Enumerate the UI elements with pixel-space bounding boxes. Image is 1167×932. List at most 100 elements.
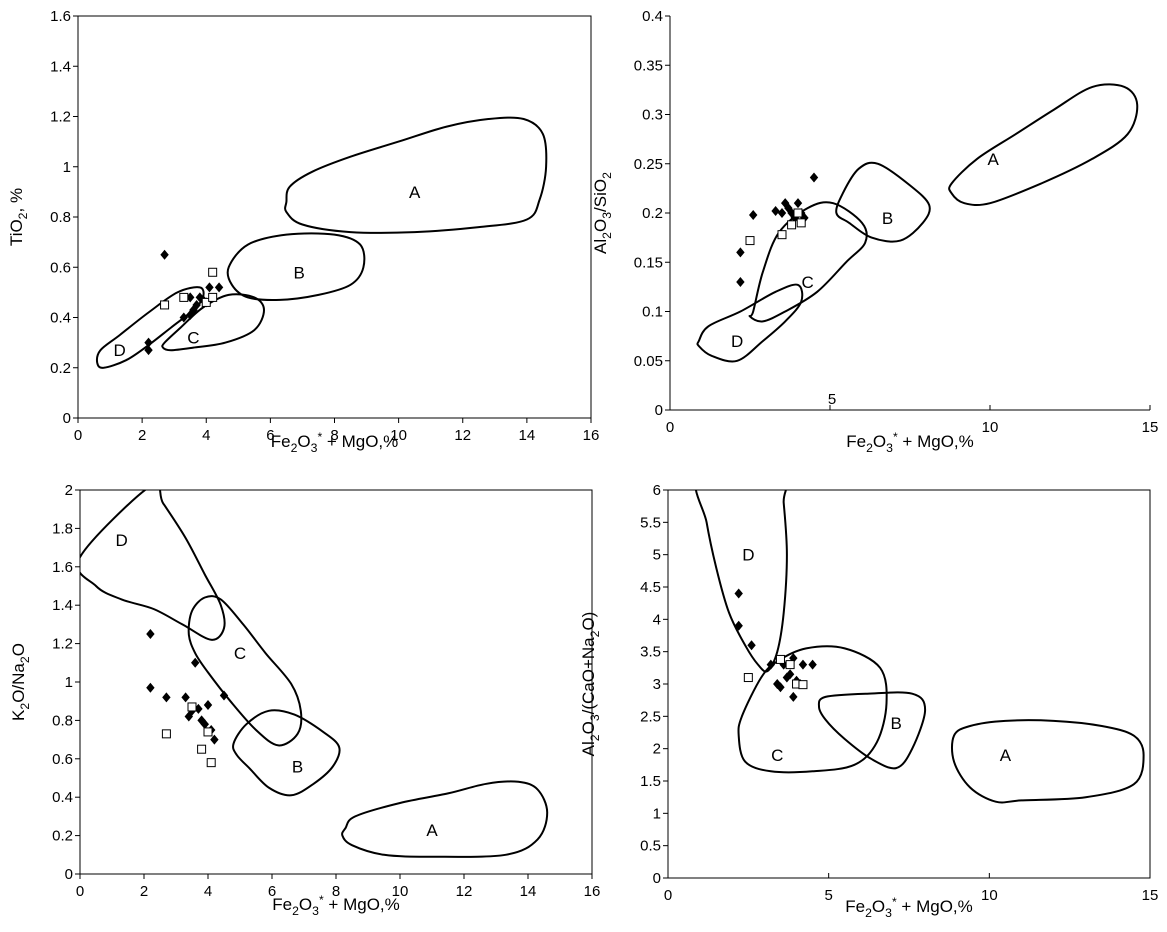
y-tick-label: 0.5 [640,838,661,855]
data-point-diamond [766,659,776,670]
data-point-square [208,292,218,302]
y-tick-label: 1.6 [52,559,73,576]
y-tick-label: 1.2 [50,109,71,126]
y-tick-label: 3 [653,676,661,693]
y-tick-label: 0.25 [634,156,663,173]
x-tick-label: 10 [392,883,409,900]
x-tick-label: 4 [204,883,212,900]
field-outline-c [187,595,303,747]
x-tick-label: 14 [519,427,536,444]
data-point-diamond [734,588,743,599]
x-tick-label: 0 [664,887,672,904]
data-point-diamond [160,249,169,260]
x-tick-label: 0 [76,883,84,900]
field-label-a: A [988,150,1000,169]
y-tick-label: 3.5 [640,644,661,661]
y-tick-label: 1 [63,159,71,176]
data-point-diamond [191,657,200,668]
data-point-diamond [787,208,796,218]
data-point-square [793,208,803,218]
x-tick-label: 16 [583,427,600,444]
field-label-b: B [882,209,893,228]
field-label-d: D [742,546,754,565]
y-axis-title: Al2O3/(CaO+Na2O) [579,612,602,757]
field-label-c: C [771,746,783,765]
field-label-c: C [234,644,246,663]
y-tick-label: 0.3 [642,107,663,124]
field-outline-a [284,116,548,234]
x-tick-label: 4 [202,427,210,444]
y-tick-label: 2 [653,741,661,758]
x-tick-label: 5 [828,391,836,408]
y-tick-label: 0.4 [52,789,73,806]
y-tick-label: 0.6 [52,751,73,768]
y-tick-label: 1 [653,805,661,822]
y-tick-label: 4 [653,611,661,628]
y-tick-label: 1 [65,674,73,691]
data-point-diamond [747,640,756,651]
y-tick-label: 5.5 [640,514,661,531]
y-tick-label: 0.35 [634,57,663,74]
field-label-c: C [187,329,199,348]
y-tick-label: 6 [653,482,661,499]
data-point-diamond [781,198,790,209]
plot-frame [79,489,593,875]
y-axis-title: K2O/Na2O [9,643,32,721]
data-point-diamond [210,734,219,745]
y-tick-label: 1.6 [50,8,71,25]
x-tick-label: 16 [584,883,601,900]
y-tick-label: 0.05 [634,353,663,370]
data-point-diamond [219,690,229,701]
data-point-diamond [798,659,808,670]
y-tick-label: 0 [65,866,73,883]
y-tick-label: 0.8 [52,712,73,729]
x-tick-label: 10 [981,887,998,904]
data-point-square [203,727,213,737]
y-tick-label: 0.4 [642,8,663,25]
field-label-a: A [409,183,421,202]
field-label-c: C [801,273,813,292]
y-axis-title: TiO2, % [7,188,30,246]
data-point-square [187,702,197,712]
data-point-diamond [771,206,780,217]
field-outline-d [696,283,804,363]
x-tick-label: 14 [520,883,537,900]
field-label-d: D [114,341,126,360]
data-point-diamond [179,312,189,323]
data-point-square [798,680,808,690]
y-tick-label: 1.8 [52,520,73,537]
y-tick-label: 0.2 [50,360,71,377]
x-tick-label: 10 [390,427,407,444]
y-tick-label: 1.4 [50,58,71,75]
data-point-diamond [790,212,799,223]
data-point-diamond [181,692,190,703]
y-tick-label: 0.2 [52,828,73,845]
data-point-diamond [146,682,155,693]
y-tick-label: 1.5 [640,773,661,790]
x-tick-label: 10 [982,419,999,436]
data-point-square [777,230,787,240]
x-axis-title: Fe2O3* + MgO,% [846,430,974,455]
field-label-b: B [294,263,305,282]
data-point-diamond [749,209,758,220]
x-tick-label: 12 [454,427,471,444]
x-tick-label: 8 [330,427,338,444]
field-outline-b [226,232,366,302]
data-point-diamond [734,620,743,631]
field-outline-b [835,161,931,243]
y-tick-label: 0.15 [634,254,663,271]
field-label-a: A [426,821,438,840]
data-point-diamond [736,276,745,287]
field-regions [696,83,1139,363]
x-tick-label: 2 [138,427,146,444]
data-point-diamond [785,669,795,680]
data-point-diamond [203,700,213,711]
data-point-square [206,758,216,768]
field-outline-c [161,293,266,352]
y-tick-label: 0 [655,402,663,419]
data-point-square [197,744,207,754]
field-outline-c [748,201,868,323]
data-point-square [179,292,189,302]
data-point-diamond [162,692,171,703]
